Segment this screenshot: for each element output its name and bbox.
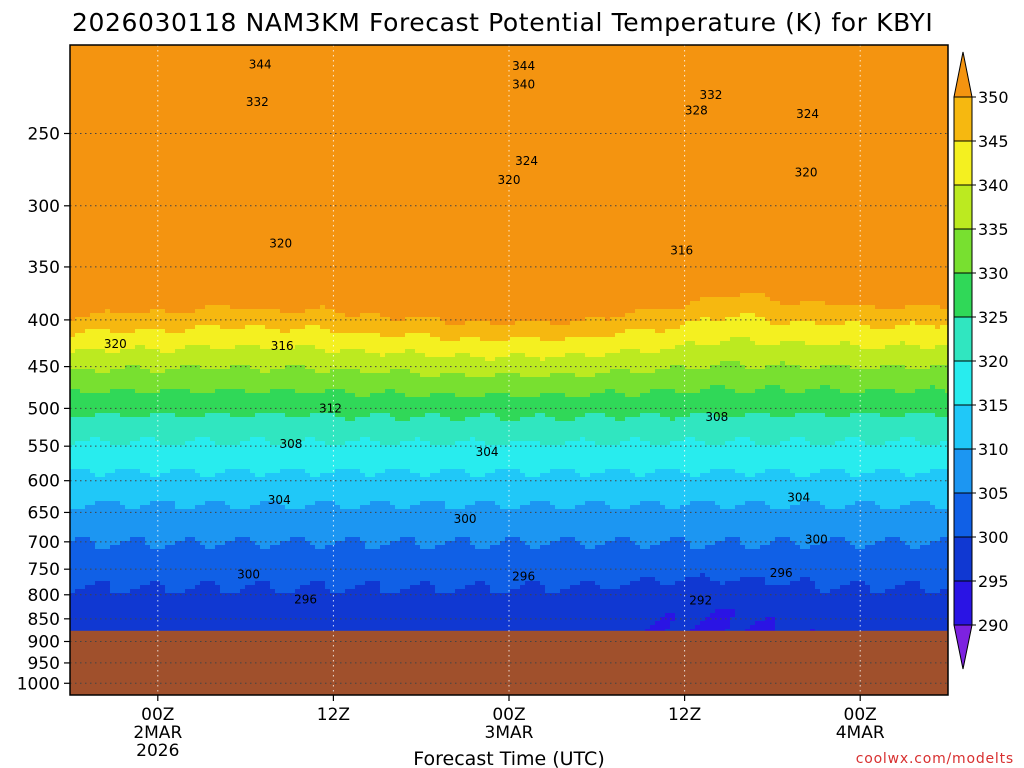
contour-label: 296 bbox=[770, 566, 793, 580]
colorbar-label: 310 bbox=[978, 440, 1009, 459]
x-tick-label: 00Z bbox=[492, 705, 525, 725]
colorbar-label: 325 bbox=[978, 308, 1009, 327]
contour-label: 312 bbox=[319, 401, 342, 415]
colorbar-label: 320 bbox=[978, 352, 1009, 371]
colorbar: 290 295 300 305 310 315 320 325 330 335 340 345 350 bbox=[954, 52, 1009, 669]
contour-label: 344 bbox=[512, 59, 535, 73]
y-tick-label: 250 bbox=[28, 124, 60, 144]
colorbar-swatch bbox=[954, 185, 972, 229]
colorbar-label: 305 bbox=[978, 484, 1009, 503]
colorbar-swatch bbox=[954, 317, 972, 361]
x-tick-label: 12Z bbox=[668, 705, 701, 725]
colorbar-label: 335 bbox=[978, 220, 1009, 239]
contour-label: 320 bbox=[498, 173, 521, 187]
contour-label: 304 bbox=[787, 491, 810, 505]
colorbar-swatch bbox=[954, 581, 972, 625]
colorbar-label: 295 bbox=[978, 572, 1009, 591]
y-tick-label: 500 bbox=[28, 399, 60, 419]
contour-label: 320 bbox=[269, 237, 292, 251]
y-tick-label: 900 bbox=[28, 632, 60, 652]
y-tick-label: 600 bbox=[28, 472, 60, 492]
x-tick-label: 00Z bbox=[844, 705, 877, 725]
contour-label: 296 bbox=[294, 593, 317, 607]
colorbar-swatch bbox=[954, 449, 972, 493]
colorbar-label: 315 bbox=[978, 396, 1009, 415]
y-tick-label: 550 bbox=[28, 437, 60, 457]
contour-label: 332 bbox=[246, 95, 269, 109]
x-tick-label: 3MAR bbox=[485, 723, 534, 743]
contour-label: 304 bbox=[268, 493, 291, 507]
contour-label: 300 bbox=[805, 533, 828, 547]
contour-label: 308 bbox=[705, 410, 728, 424]
y-tick-label: 650 bbox=[28, 503, 60, 523]
plot-area: 344 344 340 332 332 328 324 324 320 320 320 316 320 3… bbox=[70, 45, 951, 698]
colorbar-label: 330 bbox=[978, 264, 1009, 283]
x-tick-label: 4MAR bbox=[836, 723, 885, 743]
contour-label: 340 bbox=[512, 78, 535, 92]
y-tick-label: 450 bbox=[28, 358, 60, 378]
filled-contour-bands bbox=[70, 45, 951, 698]
colorbar-extend-top bbox=[954, 52, 972, 97]
x-tick-label: 2026 bbox=[136, 741, 179, 761]
y-tick-label: 700 bbox=[28, 533, 60, 553]
y-axis: 2503003504004505005506006507007508008509… bbox=[17, 124, 70, 694]
contour-label: 344 bbox=[249, 57, 272, 71]
contour-label: 300 bbox=[237, 567, 260, 581]
colorbar-extend-bottom bbox=[954, 625, 972, 669]
colorbar-swatch bbox=[954, 405, 972, 449]
contour-label: 316 bbox=[670, 244, 693, 258]
contour-label: 292 bbox=[689, 594, 712, 608]
contour-label: 296 bbox=[512, 570, 535, 584]
contour-label: 304 bbox=[476, 445, 499, 459]
colorbar-label: 340 bbox=[978, 176, 1009, 195]
y-tick-label: 750 bbox=[28, 560, 60, 580]
y-tick-label: 950 bbox=[28, 654, 60, 674]
contour-label: 300 bbox=[454, 512, 477, 526]
colorbar-label: 345 bbox=[978, 132, 1009, 151]
contour-label: 316 bbox=[271, 339, 294, 353]
colorbar-label: 290 bbox=[978, 616, 1009, 635]
contour-label: 308 bbox=[280, 437, 303, 451]
contour-label: 320 bbox=[104, 337, 127, 351]
y-tick-label: 350 bbox=[28, 258, 60, 278]
colorbar-swatch bbox=[954, 273, 972, 317]
colorbar-swatch bbox=[954, 97, 972, 141]
contour-label: 320 bbox=[795, 166, 818, 180]
x-tick-label: 2MAR bbox=[133, 723, 182, 743]
colorbar-swatch bbox=[954, 229, 972, 273]
contour-label: 324 bbox=[796, 107, 819, 121]
x-tick-label: 00Z bbox=[141, 705, 174, 725]
credit-text: coolwx.com/modelts bbox=[856, 751, 1014, 767]
colorbar-swatch bbox=[954, 361, 972, 405]
colorbar-label: 350 bbox=[978, 88, 1009, 107]
y-tick-label: 1000 bbox=[17, 674, 60, 694]
y-tick-label: 400 bbox=[28, 311, 60, 331]
colorbar-swatch bbox=[954, 493, 972, 537]
y-tick-label: 850 bbox=[28, 610, 60, 630]
y-tick-label: 300 bbox=[28, 197, 60, 217]
contour-label: 324 bbox=[515, 154, 538, 168]
x-axis-label: Forecast Time (UTC) bbox=[413, 748, 604, 768]
contour-label: 332 bbox=[699, 88, 722, 102]
colorbar-swatch bbox=[954, 141, 972, 185]
contour-label: 328 bbox=[685, 104, 708, 118]
x-tick-label: 12Z bbox=[317, 705, 350, 725]
colorbar-swatch bbox=[954, 537, 972, 581]
y-tick-label: 800 bbox=[28, 586, 60, 606]
colorbar-label: 300 bbox=[978, 528, 1009, 547]
chart-title: 2026030118 NAM3KM Forecast Potential Tem… bbox=[72, 8, 933, 37]
